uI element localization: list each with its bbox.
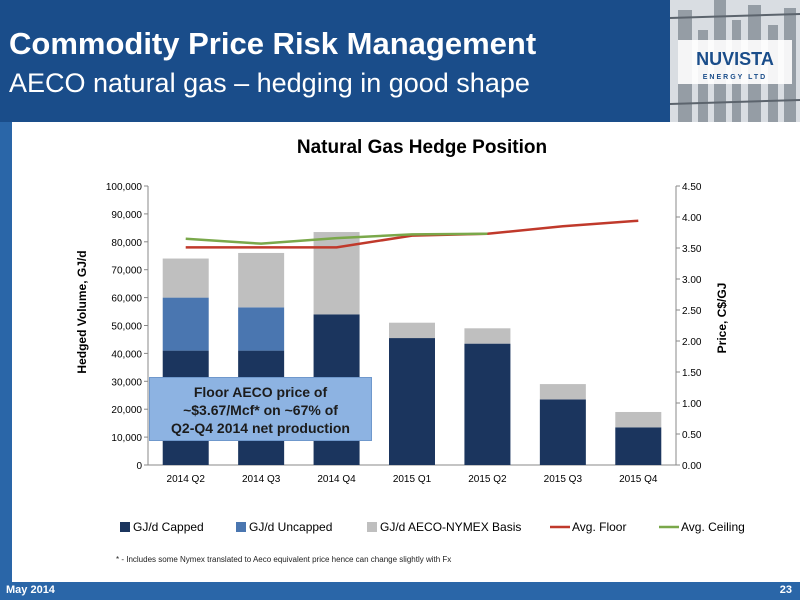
x-tick-label: 2014 Q3: [242, 474, 281, 485]
y-tick-label: 40,000: [111, 349, 142, 360]
callout-line-2: ~$3.67/Mcf* on ~67% of: [183, 402, 338, 418]
y-tick-label: 60,000: [111, 294, 142, 305]
chart-title: Natural Gas Hedge Position: [297, 137, 547, 158]
y-tick-label: 30,000: [111, 377, 142, 388]
x-tick-label: 2014 Q4: [317, 474, 356, 485]
y-tick-label: 10,000: [111, 433, 142, 444]
footer-date: May 2014: [6, 584, 55, 596]
bar-segment: [162, 297, 209, 351]
logo-panel: NUVISTA ENERGY LTD: [670, 0, 800, 122]
x-tick-label: 2014 Q2: [167, 474, 206, 485]
legend-label: GJ/d Capped: [133, 520, 204, 534]
y-tick-label: 80,000: [111, 238, 142, 249]
bar-segment: [464, 328, 511, 344]
y2-tick-label: 4.50: [682, 182, 702, 193]
logo-wordmark: NUVISTA: [696, 49, 774, 69]
y2-tick-label: 3.50: [682, 244, 702, 255]
legend-swatch: [236, 522, 246, 532]
x-tick-label: 2015 Q4: [619, 474, 658, 485]
bar-segment: [162, 258, 209, 298]
side-accent-bar: [0, 122, 12, 582]
floor-price-callout: Floor AECO price of ~$3.67/Mcf* on ~67% …: [149, 377, 372, 441]
legend-swatch: [367, 522, 377, 532]
bar-segment: [389, 322, 435, 339]
y2-tick-label: 1.50: [682, 368, 702, 379]
y2-tick-label: 3.00: [682, 275, 702, 286]
legend-swatch: [120, 522, 130, 532]
y-tick-label: 100,000: [106, 182, 143, 193]
bar-segment: [615, 427, 662, 465]
callout-line-3: Q2-Q4 2014 net production: [171, 420, 350, 436]
legend-label: GJ/d Uncapped: [249, 520, 332, 534]
avg-ceiling-line: [185, 232, 488, 245]
company-logo: NUVISTA ENERGY LTD: [670, 0, 800, 122]
x-tick-label: 2015 Q1: [393, 474, 432, 485]
y2-tick-label: 2.50: [682, 306, 702, 317]
callout-line-1: Floor AECO price of: [193, 384, 328, 400]
y2-tick-label: 2.00: [682, 337, 702, 348]
y-tick-label: 50,000: [111, 322, 142, 333]
y-axis-title: Hedged Volume, GJ/d: [75, 250, 89, 373]
chart-footnote: * - Includes some Nymex translated to Ae…: [116, 555, 452, 564]
legend-label: Avg. Floor: [572, 520, 626, 534]
y-tick-label: 90,000: [111, 210, 142, 221]
page-number: 23: [779, 584, 792, 596]
bar-segment: [615, 411, 662, 428]
y-tick-label: 70,000: [111, 266, 142, 277]
y2-axis-title: Price, C$/GJ: [715, 283, 729, 354]
y2-tick-label: 1.00: [682, 399, 702, 410]
slide-footer: May 2014 23: [0, 582, 800, 600]
bar-segment: [539, 399, 586, 465]
y-tick-label: 0: [136, 461, 142, 472]
slide-title: Commodity Price Risk Management: [9, 26, 537, 61]
bar-segment: [238, 307, 285, 351]
slide-header: Commodity Price Risk Management AECO nat…: [0, 0, 800, 122]
y2-tick-label: 0.00: [682, 461, 702, 472]
bar-segment: [238, 252, 285, 308]
y-tick-label: 20,000: [111, 405, 142, 416]
y2-tick-label: 4.00: [682, 213, 702, 224]
slide-subtitle: AECO natural gas – hedging in good shape: [9, 68, 530, 98]
logo-subtext: ENERGY LTD: [703, 74, 767, 81]
bar-segment: [464, 343, 511, 465]
y2-tick-label: 0.50: [682, 430, 702, 441]
bar-segment: [539, 384, 586, 400]
x-tick-label: 2015 Q2: [468, 474, 507, 485]
bar-segment: [389, 338, 435, 465]
legend-label: Avg. Ceiling: [681, 520, 745, 534]
x-tick-label: 2015 Q3: [544, 474, 583, 485]
legend-label: GJ/d AECO-NYMEX Basis: [380, 520, 521, 534]
